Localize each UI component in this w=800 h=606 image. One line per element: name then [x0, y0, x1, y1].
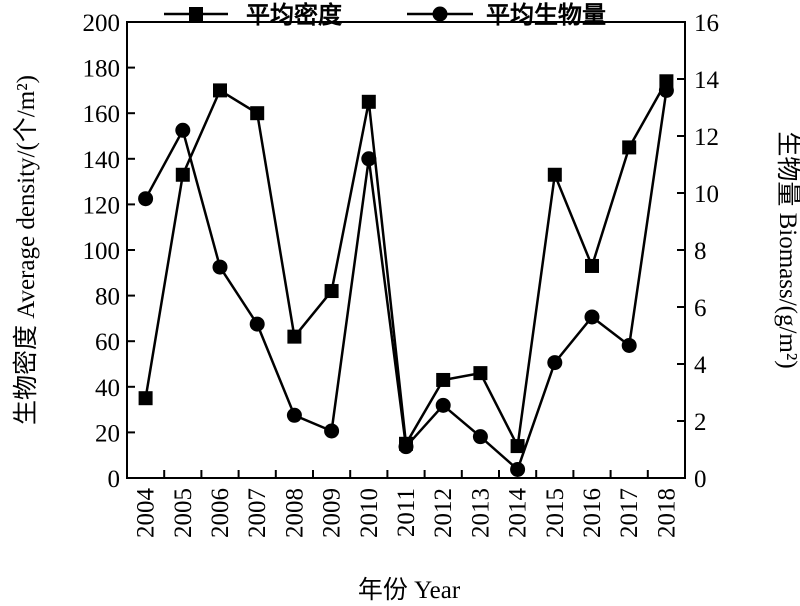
y2-tick-label: 2: [694, 409, 707, 436]
legend-label-biomass: 平均生物量: [486, 1, 606, 29]
x-tick-label: 2009: [319, 488, 346, 538]
left-axis: 0 20 40 60 80 100 120 140 160 180 200: [83, 10, 135, 493]
series-line-biomass: [144, 90, 668, 472]
density-point: [436, 372, 451, 387]
biomass-point: [286, 407, 302, 423]
x-tick-label: 2011: [393, 488, 420, 537]
biomass-point: [547, 355, 563, 371]
y-tick-label: 0: [108, 466, 121, 493]
biomass-point: [621, 337, 637, 353]
density-point: [138, 391, 153, 406]
x-axis: 2004 2005 2006 2007 2008 2009 2010 2011 2012 2013…: [126, 470, 686, 539]
y-tick-label: 120: [83, 192, 121, 219]
plot-frame: [126, 21, 686, 479]
density-point: [510, 439, 525, 454]
density-point: [361, 94, 376, 109]
right-axis: 0 2 4 6 8 10 12 14 16: [677, 10, 720, 493]
biomass-point: [324, 423, 340, 439]
density-point: [547, 167, 562, 182]
density-point: [324, 284, 339, 299]
density-point: [250, 106, 265, 121]
y-tick-label: 140: [83, 147, 121, 174]
x-tick-label: 2016: [579, 488, 606, 538]
biomass-point: [510, 461, 526, 477]
biomass-point: [212, 259, 228, 275]
legend-label-density: 平均密度: [246, 1, 343, 29]
y-tick-label: 200: [83, 10, 121, 37]
y2-tick-label: 0: [694, 466, 707, 493]
x-tick-label: 2012: [430, 488, 457, 538]
biomass-point: [472, 429, 488, 445]
x-tick-label: 2007: [244, 488, 271, 538]
biomass-point: [398, 439, 414, 455]
y-axis-label: 生物密度 Average density/(个/m²): [12, 75, 40, 425]
biomass-point: [249, 316, 265, 332]
y2-tick-label: 12: [694, 124, 719, 151]
legend-marker-density: [189, 7, 203, 21]
y2-tick-label: 4: [694, 352, 707, 379]
series-layer: [138, 74, 674, 477]
biomass-point: [435, 397, 451, 413]
x-tick-label: 2006: [207, 488, 234, 538]
x-tick-label: 2014: [505, 488, 532, 539]
x-axis-label: 年份 Year: [358, 576, 461, 604]
density-point: [287, 329, 302, 344]
y-tick-label: 60: [95, 329, 120, 356]
x-tick-label: 2004: [133, 488, 160, 539]
y-tick-label: 80: [95, 284, 120, 311]
x-tick-label: 2018: [653, 488, 680, 538]
y2-tick-label: 6: [694, 295, 707, 322]
density-point: [473, 366, 488, 381]
biomass-point: [658, 82, 674, 98]
x-tick-label: 2015: [542, 488, 569, 538]
biomass-point: [361, 151, 377, 167]
y2-tick-label: 8: [694, 238, 707, 265]
y-tick-label: 160: [83, 101, 121, 128]
y-tick-label: 180: [83, 56, 121, 83]
density-point: [585, 258, 599, 273]
plot-border: [126, 21, 686, 479]
legend-marker-biomass: [432, 6, 448, 22]
density-point: [175, 167, 190, 182]
biomass-point: [138, 191, 154, 207]
y-tick-label: 20: [95, 420, 120, 447]
x-tick-label: 2017: [616, 488, 643, 538]
x-tick-label: 2008: [281, 488, 308, 538]
y2-tick-label: 10: [694, 181, 719, 208]
biomass-point: [175, 122, 191, 138]
x-tick-label: 2010: [356, 488, 383, 538]
y2-tick-label: 16: [694, 10, 719, 37]
x-tick-label: 2013: [467, 488, 494, 538]
legend: 平均密度 平均生物量: [164, 1, 606, 29]
biomass-point: [584, 309, 600, 325]
y2-axis-label: 生物量 Biomass/(g/m²): [774, 131, 800, 368]
density-point: [622, 140, 637, 155]
x-tick-label: 2005: [170, 488, 197, 538]
y-tick-label: 40: [95, 375, 120, 402]
density-point: [213, 83, 227, 98]
y2-tick-label: 14: [694, 67, 720, 94]
y-tick-label: 100: [83, 238, 121, 265]
